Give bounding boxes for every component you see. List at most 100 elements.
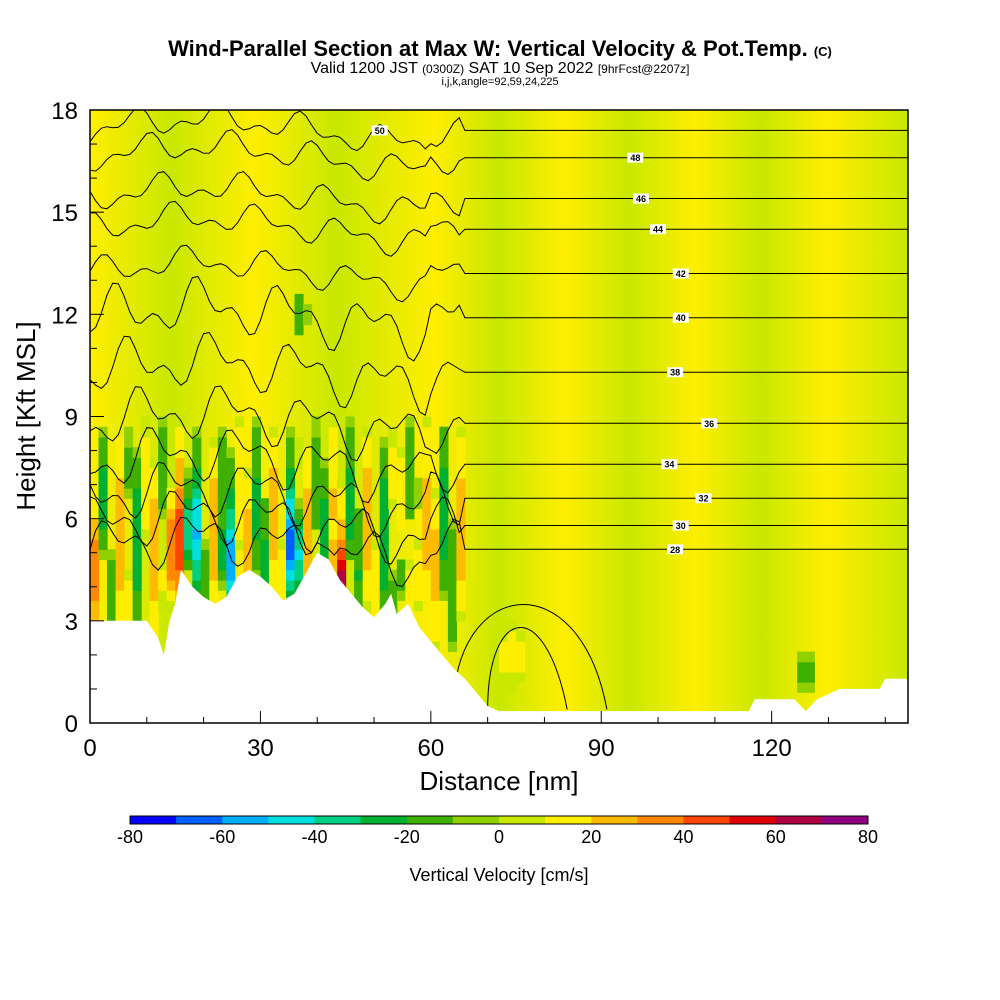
velocity-cell [311,457,321,469]
velocity-cell [405,600,415,612]
velocity-cell [175,416,185,428]
velocity-cell [439,447,449,458]
velocity-cell [286,590,296,601]
velocity-cell [379,539,389,550]
velocity-cell [166,600,176,612]
velocity-cell [430,488,440,499]
velocity-cell [243,477,253,489]
velocity-cell [115,569,125,581]
velocity-cell [430,508,440,520]
velocity-cell [260,549,270,561]
velocity-cell [456,426,466,438]
velocity-cell [379,467,389,479]
velocity-cell [209,528,219,540]
velocity-cell [234,528,244,540]
velocity-cell [362,600,372,612]
velocity-cell [311,488,321,499]
velocity-cell [251,457,261,469]
velocity-cell [149,549,159,561]
velocity-cell [217,580,227,591]
velocity-cell [405,559,415,571]
velocity-cell [422,569,432,581]
velocity-cell [362,569,372,581]
velocity-cell [226,457,236,469]
velocity-cell [303,447,313,458]
velocity-cell [277,569,287,581]
colorbar-label: Vertical Velocity [cm/s] [409,865,588,885]
velocity-cell [422,590,432,601]
velocity-cell [422,518,432,530]
velocity-cell [447,569,457,581]
velocity-cell [158,600,168,612]
velocity-cell [192,436,202,448]
velocity-cell [251,447,261,458]
velocity-cell [447,539,457,550]
velocity-cell [268,457,278,469]
velocity-cell [209,467,219,479]
velocity-cell [499,661,509,673]
velocity-cell [98,518,108,530]
velocity-cell [430,518,440,530]
velocity-cell [209,539,219,550]
velocity-cell [166,528,176,540]
velocity-cell [311,467,321,479]
velocity-cell [277,559,287,571]
velocity-cell [430,580,440,591]
velocity-cell [413,559,423,571]
velocity-cell [328,549,338,561]
velocity-cell [320,528,330,540]
velocity-cell [98,447,108,458]
velocity-cell [183,488,193,499]
colorbar-swatch [729,816,777,824]
velocity-cell [396,467,406,479]
isentrope-label-bg [672,268,689,279]
velocity-cell [234,467,244,479]
velocity-cell [175,457,185,469]
velocity-cell [354,539,364,550]
velocity-cell [234,488,244,499]
velocity-cell [98,436,108,448]
velocity-cell [107,569,117,581]
y-tick-label: 12 [51,302,78,329]
velocity-cell [456,518,466,530]
isentrope-42 [90,244,908,303]
velocity-cell [388,426,398,438]
velocity-cell [345,416,355,428]
velocity-cell [192,559,202,571]
velocity-cell [516,631,526,642]
velocity-cell [379,477,389,489]
chart-title-text: Wind-Parallel Section at Max W: Vertical… [168,36,808,61]
colorbar-tick-label: 80 [858,827,878,847]
velocity-cell [379,569,389,581]
velocity-cell [124,488,134,499]
velocity-cell [217,539,227,550]
velocity-cell [192,447,202,458]
velocity-cell [337,569,347,581]
velocity-cell [90,590,100,601]
velocity-cell [413,590,423,601]
velocity-cell [149,488,159,499]
velocity-cell [439,559,449,571]
velocity-cell [251,549,261,561]
velocity-cell [175,467,185,479]
colorbar-swatch [222,816,269,824]
velocity-cell [320,457,330,469]
velocity-cell [132,539,142,550]
velocity-cell [379,580,389,591]
terrain [90,552,908,723]
velocity-cell [141,457,151,469]
colorbar-swatch [775,816,823,824]
velocity-cell [516,671,526,683]
velocity-cell [422,498,432,509]
velocity-cell [413,569,423,581]
velocity-cell [268,569,278,581]
velocity-cell [209,457,219,469]
velocity-cell [260,498,270,509]
velocity-cell [311,447,321,458]
velocity-cell [507,661,517,673]
velocity-cell [200,559,210,571]
velocity-cell [294,569,304,581]
colorbar-swatch [176,816,223,824]
velocity-cell [456,447,466,458]
velocity-cell [149,580,159,591]
